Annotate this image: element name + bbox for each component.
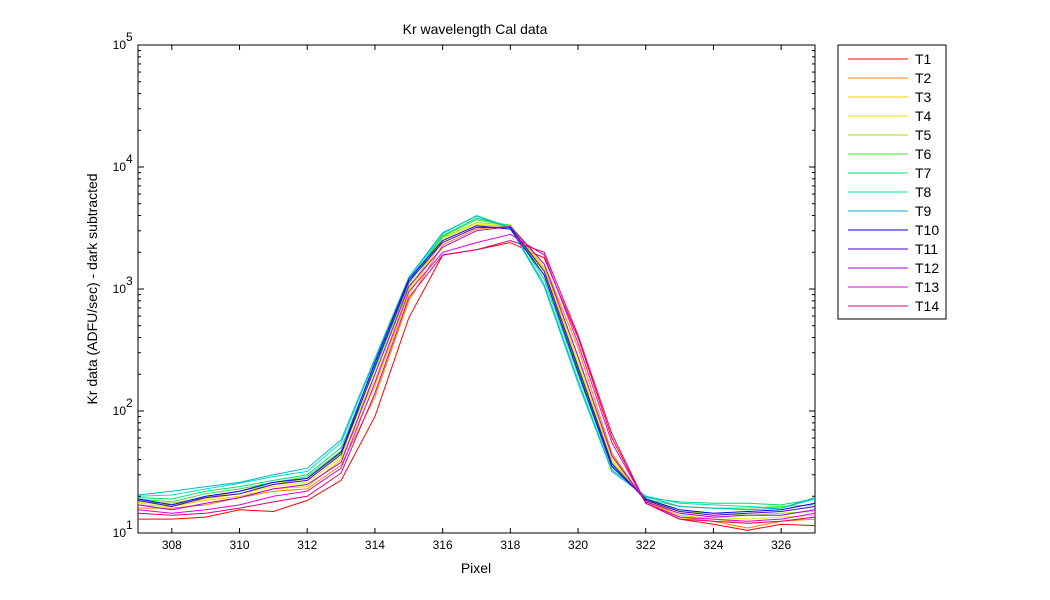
legend-label: T1 <box>915 51 932 67</box>
series-lines <box>137 214 816 531</box>
y-axis-label: Kr data (ADFU/sec) - dark subtracted <box>84 173 100 404</box>
legend-label: T3 <box>915 89 932 105</box>
chart-title: Kr wavelength Cal data <box>403 21 548 37</box>
legend-label: T11 <box>915 241 938 257</box>
x-tick-label: 320 <box>568 538 588 552</box>
y-tick-label: 10 <box>113 160 127 174</box>
y-tick-exponent: 4 <box>126 152 133 166</box>
x-axis-ticks: 308 310 312 314 316 318 320 322 324 326 <box>162 45 791 552</box>
y-tick-label: 10 <box>113 404 127 418</box>
x-tick-label: 322 <box>636 538 656 552</box>
series-line-t14 <box>137 239 816 524</box>
series-line-t7 <box>137 217 816 506</box>
series-line-t10 <box>137 225 816 514</box>
y-tick-label: 10 <box>113 38 127 52</box>
x-tick-label: 310 <box>230 538 250 552</box>
x-tick-label: 326 <box>771 538 791 552</box>
x-tick-label: 308 <box>162 538 182 552</box>
y-tick-exponent: 1 <box>126 518 133 532</box>
legend-label: T9 <box>915 203 932 219</box>
x-tick-label: 324 <box>703 538 723 552</box>
legend-label: T13 <box>915 279 939 295</box>
x-tick-label: 312 <box>297 538 317 552</box>
legend: T1 T2 T3 T4 T5 T6 T7 T8 T9 T10 T11 T12 T13 T14 <box>837 44 947 320</box>
series-line-t2 <box>138 225 816 529</box>
legend-label: T2 <box>915 70 932 86</box>
series-line-t5 <box>137 222 816 516</box>
legend-label: T14 <box>915 298 939 314</box>
legend-label: T8 <box>915 184 932 200</box>
series-line-t9 <box>137 215 816 511</box>
series-line-t8 <box>137 214 816 509</box>
y-tick-exponent: 5 <box>126 30 133 44</box>
series-line-t11 <box>137 226 816 516</box>
series-line-t12 <box>137 226 816 518</box>
y-tick-label: 10 <box>113 282 127 296</box>
y-tick-exponent: 2 <box>126 396 133 410</box>
plot-area <box>137 44 816 534</box>
legend-label: T5 <box>915 127 932 143</box>
x-tick-label: 316 <box>433 538 453 552</box>
legend-label: T7 <box>915 165 932 181</box>
legend-label: T6 <box>915 146 932 162</box>
x-tick-label: 318 <box>500 538 520 552</box>
x-tick-label: 314 <box>365 538 385 552</box>
legend-label: T4 <box>915 108 932 124</box>
legend-label: T10 <box>915 222 939 238</box>
y-tick-exponent: 3 <box>126 274 133 288</box>
series-line-t13 <box>137 233 816 522</box>
x-axis-label: Pixel <box>461 560 491 576</box>
y-tick-label: 10 <box>113 526 127 540</box>
legend-label: T12 <box>915 260 939 276</box>
legend-box <box>837 44 947 320</box>
